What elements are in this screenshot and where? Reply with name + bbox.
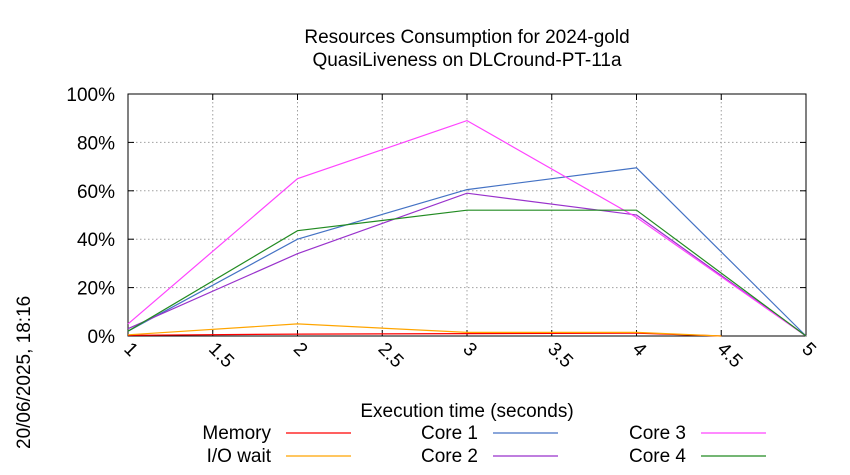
gridlines (128, 94, 806, 336)
y-tick-label: 0% (88, 327, 116, 348)
x-tick-label: 4.5 (713, 339, 747, 373)
x-axis-label: Execution time (seconds) (360, 401, 573, 422)
series-line-core-3 (127, 119, 807, 337)
x-tick-label: 1 (119, 339, 141, 361)
y-tick-label: 80% (77, 133, 115, 154)
x-tick-label: 5 (797, 339, 819, 361)
legend-label-core-1: Core 1 (421, 423, 478, 444)
chart-subtitle: QuasiLiveness on DLCround-PT-11a (312, 50, 622, 71)
legend-label-core-2: Core 2 (421, 446, 478, 467)
series-line-i-o-wait (127, 323, 722, 337)
y-tick-label: 100% (66, 85, 115, 106)
x-tick-label: 3 (458, 339, 480, 361)
legend-label-i-o-wait: I/O wait (207, 446, 272, 467)
y-tick-label: 60% (77, 182, 115, 203)
x-tick-label: 2.5 (374, 339, 408, 373)
x-tick-label: 2 (289, 339, 311, 361)
legend-label-memory: Memory (202, 423, 271, 444)
timestamp: 20/06/2025, 18:16 (14, 296, 35, 449)
legend-label-core-4: Core 4 (629, 446, 686, 467)
axis-ticks: 0% 20% 40% 60% 80% 100% 1 1.5 2 2.5 3 3.5 4 4.5 5 (66, 85, 819, 372)
series-line-core-4 (127, 209, 807, 337)
y-tick-label: 20% (77, 279, 115, 300)
series-line-core-2 (127, 192, 807, 337)
series-lines (127, 119, 807, 337)
x-tick-label: 1.5 (204, 339, 238, 373)
legend-label-core-3: Core 3 (629, 423, 686, 444)
x-tick-label: 4 (628, 339, 651, 362)
chart-title: Resources Consumption for 2024-gold (304, 27, 629, 48)
x-tick-label: 3.5 (543, 339, 577, 373)
y-tick-label: 40% (77, 230, 115, 251)
series-line-core-1 (127, 167, 807, 337)
